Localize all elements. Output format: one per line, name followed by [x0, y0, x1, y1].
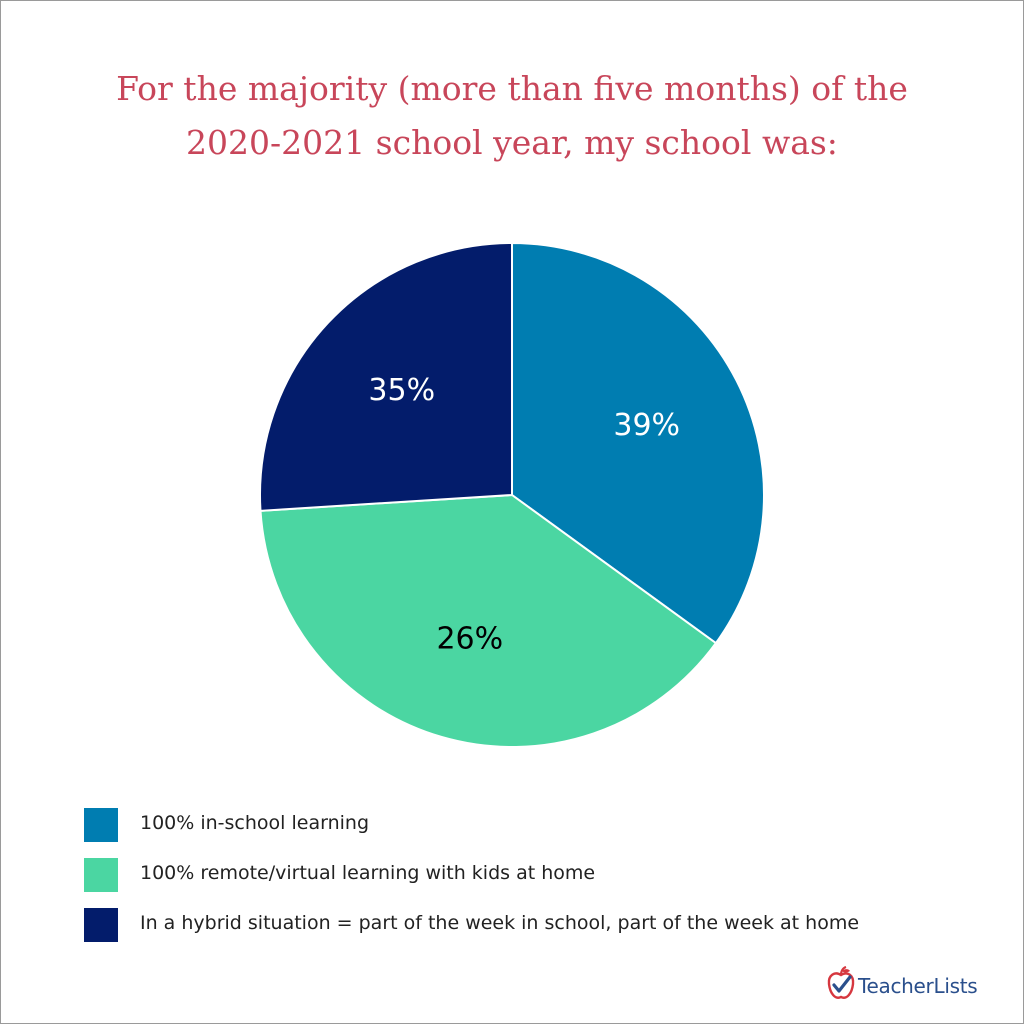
legend-label-in-school: 100% in-school learning: [140, 812, 370, 834]
logo-text: TeacherLists: [858, 974, 978, 998]
legend-swatch-hybrid: [84, 908, 118, 942]
slice-label-in-school: 39%: [613, 408, 680, 443]
teacherlists-logo: TeacherLists: [814, 964, 994, 1004]
pie-slice-hybrid: [259, 241, 513, 512]
legend-label-hybrid: In a hybrid situation = part of the week…: [140, 912, 860, 934]
chart-title-line-2: 2020-2021 school year, my school was:: [186, 123, 838, 162]
legend-swatch-remote: [84, 858, 118, 892]
chart-title: For the majority (more than five months)…: [40, 62, 984, 170]
pie-slice-in-school: [511, 241, 765, 645]
apple-check-icon: [827, 966, 855, 999]
legend-swatch-in-school: [84, 808, 118, 842]
legend-label-remote: 100% remote/virtual learning with kids a…: [140, 862, 596, 884]
pie-slice-remote: [259, 493, 718, 748]
slice-label-hybrid: 35%: [368, 373, 435, 408]
chart-title-line-1: For the majority (more than five months)…: [116, 69, 908, 108]
slice-label-remote: 26%: [436, 622, 503, 657]
